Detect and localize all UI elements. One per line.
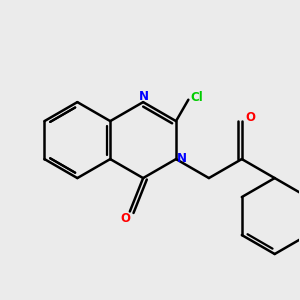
Text: O: O (121, 212, 131, 225)
Text: Cl: Cl (190, 91, 203, 103)
Text: N: N (177, 152, 187, 165)
Text: N: N (139, 90, 149, 103)
Text: O: O (245, 111, 255, 124)
